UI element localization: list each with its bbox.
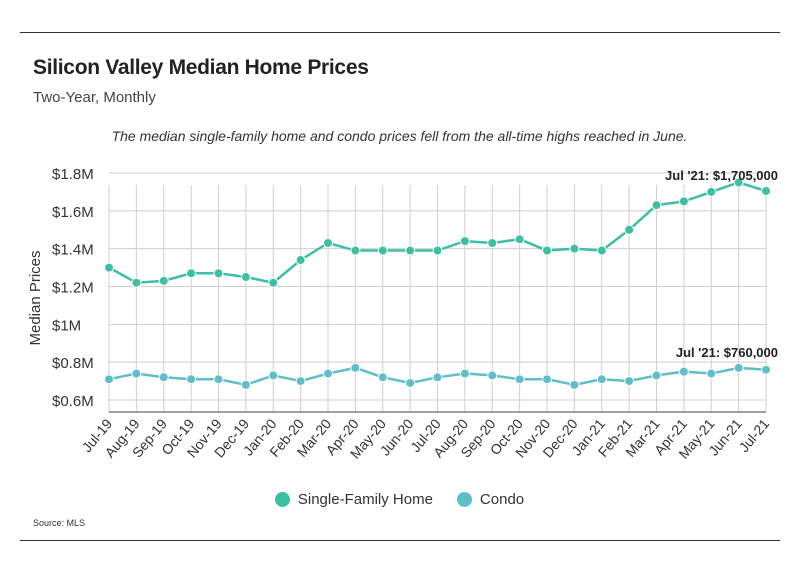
- legend-swatch-single-family: [274, 492, 290, 507]
- legend-label-single-family: Single-Family Home: [297, 491, 433, 508]
- data-point: [487, 370, 498, 381]
- data-point: [761, 185, 771, 196]
- data-point: [569, 379, 580, 390]
- data-point: [240, 272, 251, 283]
- top-rule: [20, 32, 780, 33]
- y-tick-label: $1.8M: [52, 166, 94, 183]
- data-point: [158, 275, 169, 286]
- data-point: [323, 237, 333, 248]
- y-axis-label: Median Prices: [27, 250, 44, 345]
- data-point: [295, 255, 306, 266]
- data-point: [569, 243, 580, 254]
- data-point: [459, 236, 470, 247]
- data-point: [268, 370, 279, 381]
- y-tick-label: $1.4M: [52, 242, 94, 259]
- data-point: [323, 368, 333, 379]
- data-point: [432, 372, 443, 383]
- data-point: [104, 374, 114, 385]
- legend: Single-Family Home Condo: [0, 491, 799, 508]
- data-point: [596, 245, 607, 256]
- data-point: [131, 277, 142, 288]
- chart-note: The median single-family home and condo …: [111, 128, 688, 144]
- y-tick-label: $0.6M: [52, 393, 94, 410]
- data-point: [706, 186, 717, 197]
- bottom-rule: [20, 540, 780, 541]
- data-point: [514, 234, 525, 245]
- legend-swatch-condo: [456, 492, 472, 507]
- data-point: [651, 370, 662, 381]
- data-point: [733, 362, 744, 373]
- data-label-condo: Jul '21: $760,000: [676, 345, 778, 360]
- data-point: [350, 245, 361, 256]
- data-point: [706, 368, 717, 379]
- data-point: [131, 368, 142, 379]
- data-point: [761, 364, 771, 375]
- y-tick-label: $1.6M: [52, 204, 94, 221]
- data-point: [377, 372, 388, 383]
- legend-item-condo[interactable]: Condo: [456, 491, 525, 508]
- data-point: [405, 245, 416, 256]
- y-tick-label: $1M: [52, 317, 81, 334]
- data-point: [405, 377, 416, 388]
- data-point: [678, 196, 689, 207]
- y-tick-label: $0.8M: [52, 355, 94, 372]
- data-point: [158, 372, 169, 383]
- chart-title: Silicon Valley Median Home Prices: [33, 56, 369, 79]
- data-point: [651, 200, 662, 211]
- data-point: [186, 268, 197, 279]
- data-point: [542, 374, 552, 385]
- chart-subtitle: Two-Year, Monthly: [33, 89, 156, 106]
- data-point: [213, 374, 224, 385]
- data-point: [514, 374, 525, 385]
- data-point: [678, 366, 689, 377]
- y-tick-label: $1.2M: [52, 280, 94, 297]
- data-point: [596, 374, 607, 385]
- data-point: [542, 245, 552, 256]
- data-label-single-family: Jul '21: $1,705,000: [665, 168, 778, 183]
- data-point: [377, 245, 388, 256]
- data-point: [487, 237, 498, 248]
- data-point: [104, 262, 114, 273]
- data-point: [624, 376, 635, 387]
- legend-item-single-family[interactable]: Single-Family Home: [274, 491, 433, 508]
- line-chart: $0.6M$0.8M$1M$1.2M$1.4M$1.6M$1.8MJul-19A…: [27, 166, 778, 462]
- x-tick-label: Jul-21: [736, 415, 773, 455]
- source-note: Source: MLS: [33, 518, 86, 528]
- data-point: [459, 368, 470, 379]
- data-point: [733, 177, 744, 188]
- data-point: [432, 245, 443, 256]
- data-point: [213, 268, 224, 279]
- data-point: [186, 374, 197, 385]
- data-point: [350, 362, 361, 373]
- data-point: [268, 277, 279, 288]
- data-point: [624, 224, 635, 235]
- data-point: [295, 376, 306, 387]
- data-point: [240, 379, 251, 390]
- legend-label-condo: Condo: [479, 491, 525, 508]
